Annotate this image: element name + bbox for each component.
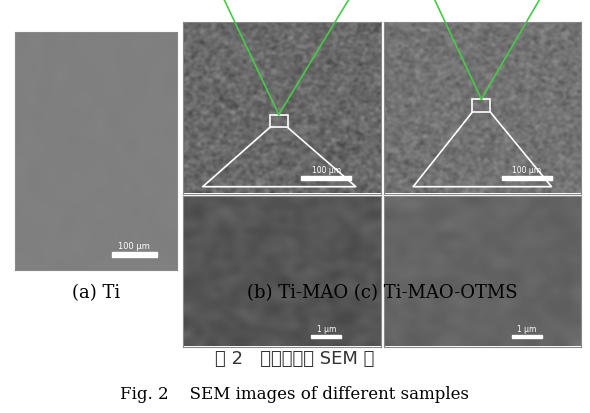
- Bar: [270, 115, 288, 128]
- Bar: [301, 177, 351, 180]
- Text: 100 μm: 100 μm: [119, 241, 150, 250]
- Bar: [512, 336, 542, 339]
- Bar: [312, 336, 341, 339]
- Text: (b) Ti-MAO (c) Ti-MAO-OTMS: (b) Ti-MAO (c) Ti-MAO-OTMS: [247, 283, 517, 301]
- Text: (a) Ti: (a) Ti: [72, 283, 120, 301]
- Text: 100 μm: 100 μm: [312, 166, 341, 174]
- Text: 1 μm: 1 μm: [316, 324, 336, 333]
- Bar: [502, 177, 552, 180]
- Bar: [112, 253, 157, 257]
- Bar: [473, 100, 490, 113]
- Text: 1 μm: 1 μm: [517, 324, 536, 333]
- Text: 100 μm: 100 μm: [512, 166, 542, 174]
- Text: 图 2   不同样品的 SEM 图: 图 2 不同样品的 SEM 图: [215, 349, 375, 367]
- Text: Fig. 2    SEM images of different samples: Fig. 2 SEM images of different samples: [120, 385, 470, 402]
